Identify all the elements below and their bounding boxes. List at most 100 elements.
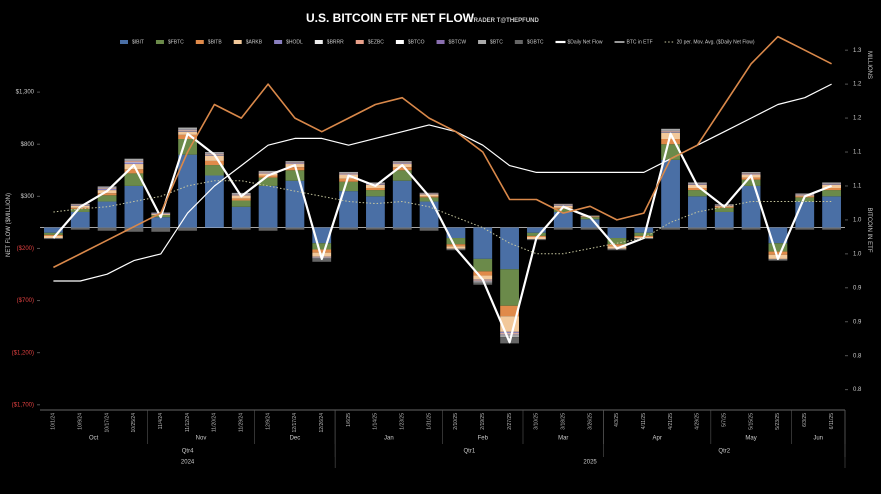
x-tick-label: 6/11/25 <box>829 413 835 430</box>
bar-segment <box>286 170 305 180</box>
bar-segment <box>500 335 519 337</box>
bar-segment <box>366 190 385 196</box>
x-tick-label: 12/26/24 <box>319 413 325 433</box>
x-tick-label: 3/18/25 <box>561 413 567 430</box>
bar-segment <box>366 228 385 230</box>
bar-segment <box>366 188 385 190</box>
bar-segment <box>742 172 761 173</box>
x-group-label: Jan <box>384 436 394 442</box>
legend-swatch <box>478 40 486 44</box>
bar-segment <box>500 332 519 333</box>
legend-label: $BTCO <box>408 39 425 45</box>
bar-segment <box>151 228 170 232</box>
bar-segment <box>447 238 466 244</box>
bar-segment <box>393 164 412 165</box>
bar-segment <box>125 186 144 228</box>
bar-segment <box>286 161 305 162</box>
chart-title: U.S. BITCOIN ETF NET FLOW <box>306 11 475 25</box>
bar-segment <box>715 204 734 205</box>
y-axis-label: NET FLOW ($MILLION) <box>6 193 12 257</box>
bar-segment <box>608 228 627 238</box>
bar-segment <box>259 228 278 231</box>
chart-subtitle: TRADER T@THEPFUND <box>470 18 540 24</box>
bar-segment <box>339 174 358 175</box>
bar-segment <box>125 162 144 164</box>
bar-segment <box>125 161 144 162</box>
bar-segment <box>286 164 305 165</box>
bar-segment <box>661 132 680 133</box>
bar-segment <box>232 207 251 228</box>
bar-segment <box>688 196 707 227</box>
bar-segment <box>742 186 761 228</box>
y-tick-label: ($700) <box>17 298 34 304</box>
x-group-label: Jun <box>813 436 823 442</box>
bar-segment <box>393 228 412 230</box>
legend-label: $EZBC <box>368 39 385 45</box>
x-tick-label: 2/27/25 <box>507 413 513 430</box>
bar-segment <box>393 163 412 164</box>
bar-segment <box>339 172 358 173</box>
bar-segment <box>822 190 841 196</box>
x-tick-label: 5/23/25 <box>775 413 781 430</box>
bar-segment <box>125 162 144 163</box>
bar-segment <box>500 333 519 334</box>
bar-segment <box>98 228 117 231</box>
legend-swatch <box>196 40 204 44</box>
x-group-label: 2024 <box>181 460 195 466</box>
legend-swatch <box>120 40 128 44</box>
bar-segment <box>312 249 331 252</box>
x-tick-label: 2/19/25 <box>480 413 486 430</box>
x-group-label: Qtr1 <box>463 449 475 455</box>
bar-segment <box>178 130 197 131</box>
bar-segment <box>447 244 466 246</box>
bar-segment <box>715 212 734 228</box>
bar-segment <box>125 159 144 161</box>
bar-segment <box>500 334 519 335</box>
x-tick-label: 1/31/25 <box>426 413 432 430</box>
y2-tick-label: 1.1 <box>853 150 862 156</box>
bar-segment <box>98 188 117 189</box>
x-tick-label: 4/21/25 <box>668 413 674 430</box>
legend-label: BTC in ETF <box>627 39 653 45</box>
y-tick-label: $1,300 <box>16 90 35 96</box>
bar-segment <box>527 233 546 236</box>
y2-tick-label: 0.8 <box>853 387 862 393</box>
x-tick-label: 4/29/25 <box>695 413 701 430</box>
x-tick-label: 1/14/25 <box>373 413 379 430</box>
x-tick-label: 1/23/25 <box>400 413 406 430</box>
bar-segment <box>715 208 734 212</box>
y2-axis-label: BITCOIN IN ETF <box>866 208 872 253</box>
bar-segment <box>178 130 197 131</box>
bar-segment <box>366 196 385 227</box>
y2-tick-label: 0.9 <box>853 285 862 291</box>
x-tick-label: 3/26/25 <box>587 413 593 430</box>
bar-segment <box>178 131 197 132</box>
x-tick-label: 11/29/24 <box>239 413 245 432</box>
x-tick-label: 5/7/25 <box>722 413 728 427</box>
x-tick-label: 11/20/24 <box>212 413 218 432</box>
legend-label: $HODL <box>286 39 303 45</box>
bar-segment <box>769 252 788 255</box>
x-group-label: Oct <box>89 436 99 442</box>
bar-segment <box>259 186 278 228</box>
y-tick-label: ($200) <box>17 246 34 252</box>
x-group-label: 2025 <box>583 460 597 466</box>
bar-segment <box>500 228 519 270</box>
bar-segment <box>232 201 251 207</box>
x-tick-label: 3/10/25 <box>534 413 540 430</box>
bar-segment <box>500 269 519 305</box>
legend-label: $ARKB <box>246 39 263 45</box>
legend-label: $BITB <box>208 39 223 45</box>
x-group-label: Nov <box>196 436 207 442</box>
legend-label: $FBTC <box>168 39 184 45</box>
bar-segment <box>554 228 573 230</box>
bar-segment <box>232 198 251 200</box>
bar-segment <box>71 209 90 212</box>
x-tick-label: 10/1/24 <box>51 413 57 430</box>
legend-swatch <box>234 40 242 44</box>
bar-segment <box>688 228 707 230</box>
legend-swatch <box>437 40 445 44</box>
bar-segment <box>473 259 492 272</box>
y2-tick-label: 0.9 <box>853 319 862 325</box>
x-tick-label: 1/6/25 <box>346 413 352 427</box>
